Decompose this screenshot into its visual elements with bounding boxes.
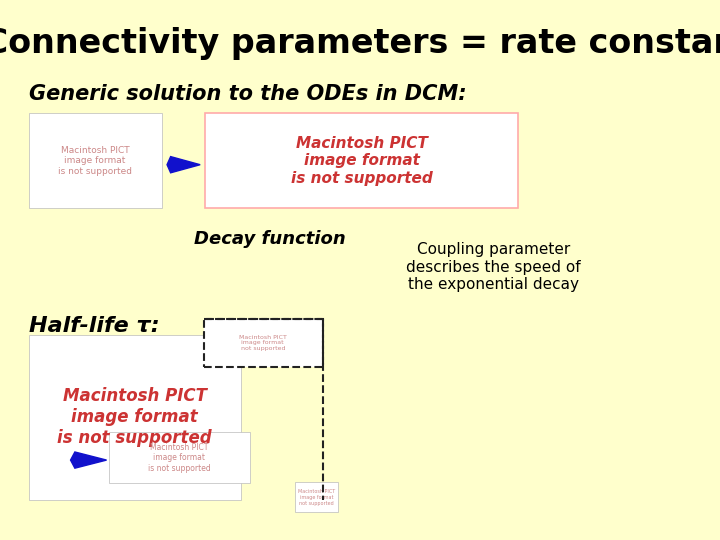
Text: Decay function: Decay function bbox=[194, 230, 346, 247]
FancyBboxPatch shape bbox=[205, 113, 518, 208]
Text: Macintosh PICT
image format
is not supported: Macintosh PICT image format is not suppo… bbox=[291, 136, 432, 186]
FancyBboxPatch shape bbox=[204, 319, 323, 367]
Text: Macintosh PICT
image format
not supported: Macintosh PICT image format not supporte… bbox=[239, 335, 287, 351]
Text: Macintosh PICT
image format
is not supported: Macintosh PICT image format is not suppo… bbox=[58, 146, 132, 176]
Text: Macintosh PICT
image format
not supported: Macintosh PICT image format not supporte… bbox=[298, 489, 336, 505]
FancyBboxPatch shape bbox=[109, 432, 250, 483]
Text: Coupling parameter
describes the speed of
the exponential decay: Coupling parameter describes the speed o… bbox=[406, 242, 580, 292]
Text: Macintosh PICT
image format
is not supported: Macintosh PICT image format is not suppo… bbox=[148, 443, 211, 473]
Polygon shape bbox=[167, 157, 200, 173]
Text: Half-life τ:: Half-life τ: bbox=[29, 316, 159, 336]
FancyBboxPatch shape bbox=[295, 482, 338, 512]
Text: Macintosh PICT
image format
is not supported: Macintosh PICT image format is not suppo… bbox=[58, 387, 212, 447]
Text: Generic solution to the ODEs in DCM:: Generic solution to the ODEs in DCM: bbox=[29, 84, 467, 104]
FancyBboxPatch shape bbox=[29, 335, 241, 500]
Text: I. Connectivity parameters = rate constants: I. Connectivity parameters = rate consta… bbox=[0, 27, 720, 60]
Polygon shape bbox=[71, 452, 107, 468]
FancyBboxPatch shape bbox=[29, 113, 162, 208]
